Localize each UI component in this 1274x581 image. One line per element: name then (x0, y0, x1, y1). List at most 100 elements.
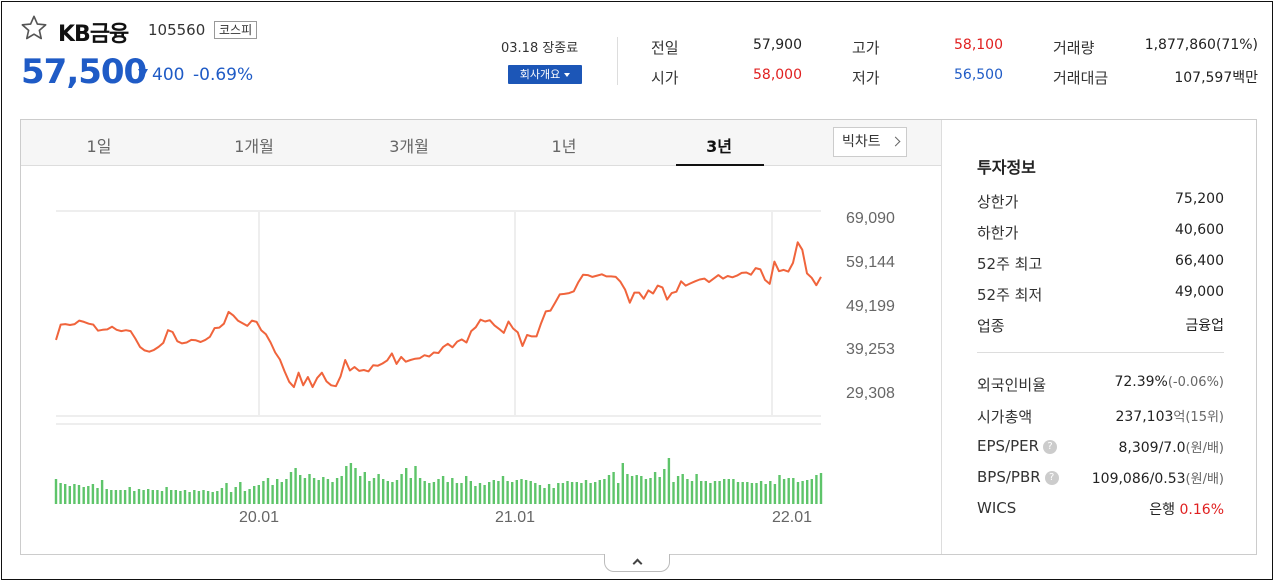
volume-bar (474, 486, 477, 504)
volume-label: 거래량 (1053, 39, 1095, 57)
stock-name[interactable]: KB금융 (58, 22, 129, 47)
open-value: 58,000 (753, 67, 802, 83)
volume-bar (566, 481, 569, 504)
volume-bar (598, 480, 601, 504)
volume-bar (465, 476, 468, 504)
volume-bar (621, 463, 624, 504)
volume-bar (105, 489, 108, 504)
volume-bar (151, 490, 154, 504)
volume-bar (100, 480, 104, 504)
current-price: 57,500 (21, 52, 147, 92)
volume-bar (68, 486, 71, 504)
lower-limit-label: 하한가 (977, 224, 1019, 242)
y-tick-label: 39,253 (846, 341, 895, 358)
volume-bar (676, 476, 680, 504)
eps-per-label: EPS/PER? (977, 437, 1058, 455)
wics-value[interactable]: 은행 0.16% (1149, 502, 1224, 518)
tab-3y[interactable]: 3년 (706, 137, 732, 156)
volume-bar (709, 483, 712, 504)
volume-bar (234, 487, 237, 504)
volume-bar (529, 481, 532, 504)
volume-bar (239, 482, 242, 504)
week52-low-label: 52주 최저 (977, 286, 1043, 304)
volume-bar (312, 478, 316, 504)
volume-bar (686, 479, 689, 504)
y-tick-label: 49,199 (846, 298, 895, 315)
volume-bar (409, 478, 412, 504)
volume-bar (497, 481, 500, 504)
volume-bar (183, 490, 187, 504)
volume-bar (59, 483, 62, 504)
y-tick-label: 69,090 (846, 210, 895, 227)
industry-value[interactable]: 금융업 (1185, 318, 1224, 334)
volume-bar (349, 463, 353, 504)
volume-bar (649, 478, 652, 504)
volume-bar (137, 489, 141, 504)
help-icon[interactable]: ? (1044, 470, 1059, 485)
volume-bar (271, 485, 274, 504)
volume-bar (524, 480, 528, 504)
favorite-star-icon[interactable] (20, 14, 48, 42)
bps-pbr-value: 109,086/0.53(원/배) (1091, 471, 1224, 487)
volume-bar (815, 475, 818, 504)
volume-bar (322, 477, 325, 504)
volume-bar (658, 477, 661, 504)
volume-bar (414, 466, 417, 504)
volume-bar (285, 479, 288, 504)
week52-high-label: 52주 최고 (977, 255, 1043, 273)
volume-bar (630, 476, 634, 504)
volume-bar (174, 490, 177, 504)
volume-bar (165, 487, 168, 504)
volume-bar (617, 483, 620, 504)
volume-bar (206, 491, 210, 504)
volume-bar (382, 479, 385, 504)
foreign-ratio-value: 72.39%(-0.06%) (1114, 374, 1224, 390)
volume-bar (280, 482, 283, 504)
collapse-toggle-button[interactable] (604, 554, 670, 572)
volume-bar (755, 483, 758, 504)
price-chart[interactable]: 69,090 59,144 49,199 39,253 29,308 20.01… (21, 167, 940, 554)
company-overview-button[interactable]: 회사개요 (508, 65, 582, 84)
volume-bar (644, 479, 648, 504)
volume-bar (91, 484, 95, 504)
tab-1y[interactable]: 1년 (551, 137, 577, 156)
help-icon[interactable]: ? (1043, 439, 1058, 454)
volume-bar (128, 487, 131, 504)
tab-1m[interactable]: 1개월 (234, 137, 274, 156)
volume-bar (299, 475, 302, 504)
volume-bar (423, 481, 426, 504)
volume-bar (543, 488, 546, 504)
volume-bar (492, 480, 495, 504)
tab-1d[interactable]: 1일 (86, 137, 112, 156)
volume-bar (806, 480, 809, 504)
volume-bar (248, 489, 251, 504)
big-chart-button[interactable]: 빅차트 (833, 127, 907, 157)
market-cap-label: 시가총액 (977, 408, 1033, 426)
prev-close-value: 57,900 (753, 37, 802, 53)
volume-bar (331, 482, 334, 504)
volume-bar (391, 482, 394, 504)
volume-bar (483, 485, 486, 504)
volume-bar (432, 482, 436, 504)
volume-bar (704, 481, 707, 504)
volume-bar (552, 488, 555, 504)
volume-bar (681, 474, 684, 504)
volume-bar (778, 475, 781, 504)
volume-bar (653, 472, 657, 504)
market-cap-value: 237,103억(15위) (1115, 409, 1224, 425)
volume-bar (303, 478, 307, 504)
volume-bar (561, 483, 565, 504)
volume-bar (580, 483, 583, 504)
volume-bar (110, 490, 113, 504)
volume-bar (801, 481, 804, 504)
tab-3m[interactable]: 3개월 (389, 137, 429, 156)
chevron-right-icon (890, 136, 901, 147)
volume-bar (469, 481, 472, 504)
volume-bar (667, 458, 671, 504)
volume-bar (819, 473, 823, 504)
volume-bar (810, 479, 813, 504)
volume-bar (764, 484, 767, 504)
volume-bar (782, 479, 786, 504)
volume-bar (262, 481, 265, 504)
volume-bar (220, 488, 224, 504)
